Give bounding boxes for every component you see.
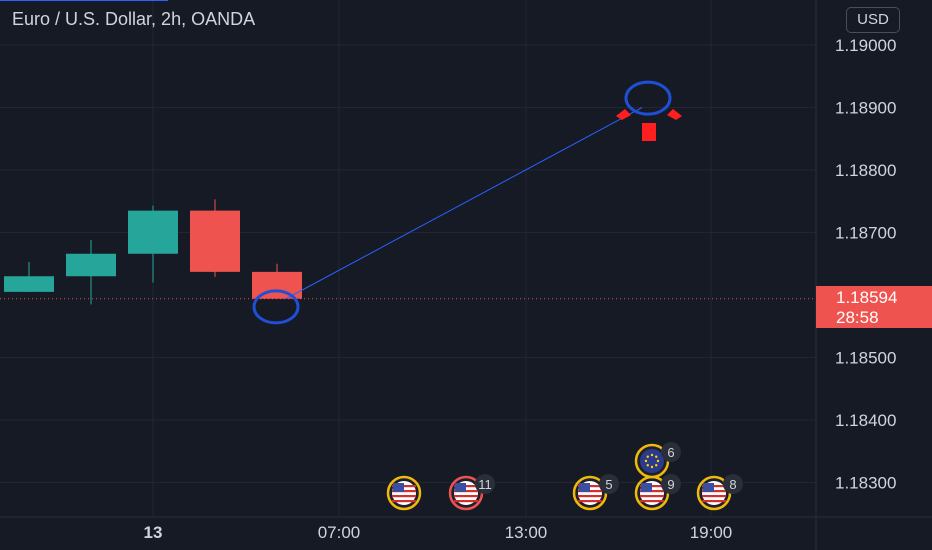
current-price-label: 1.18594 [836,288,898,307]
us-flag-stripe [702,500,726,503]
y-tick-label: 1.18700 [835,224,896,243]
y-tick-label: 1.18300 [835,474,896,493]
us-flag-stripe [702,495,726,498]
event-count-label: 5 [605,477,612,492]
us-flag-stripe [454,500,478,503]
arrow-right-wing [667,109,682,120]
us-flag-stripe [392,495,416,498]
us-flag-stripe [578,500,602,503]
circle-marker[interactable] [624,80,672,116]
candles-group [4,199,302,305]
symbol-title[interactable]: Euro / U.S. Dollar, 2h, OANDA [12,9,256,29]
event-count-label: 8 [729,477,736,492]
y-tick-label: 1.19000 [835,36,896,55]
eu-star [656,459,660,463]
eu-star [655,464,658,467]
grid-lines [0,0,816,517]
eu-star [650,465,654,469]
event-count-bg [599,474,619,494]
x-tick-label: 13 [144,523,163,542]
us-event-marker[interactable] [386,475,422,511]
candle-body [190,210,240,272]
us-event-marker[interactable]: 8 [696,474,743,511]
us-event-marker[interactable]: 5 [572,474,619,511]
candle-body [128,210,178,254]
y-tick-label: 1.18900 [835,99,896,118]
us-flag-canton [703,483,714,492]
us-flag-stripe [640,495,664,498]
event-count-bg [723,474,743,494]
eu-star [644,459,648,463]
event-count-bg [661,474,681,494]
trend-line[interactable] [285,107,643,300]
event-count-label: 11 [478,477,492,492]
annotations-group[interactable] [252,80,682,325]
circle-marker[interactable] [252,289,300,325]
eu-star [646,464,649,467]
us-flag-stripe [578,495,602,498]
arrow-down-marker[interactable] [642,123,656,141]
us-flag-canton [455,483,466,492]
us-flag-stripe [392,500,416,503]
candle-body [4,276,54,292]
x-tick-label: 19:00 [690,523,733,542]
eu-star [646,455,649,458]
eu-flag-icon [640,449,664,473]
time-axis[interactable]: 13 07:00 13:00 19:00 [144,523,733,542]
event-count-bg [661,442,681,462]
candle-body [66,253,116,277]
arrow-left-wing [616,109,631,120]
event-count-bg [475,474,495,494]
y-tick-label: 1.18500 [835,349,896,368]
us-flag-stripe [454,495,478,498]
eu-star [655,455,658,458]
y-tick-label: 1.18400 [835,411,896,430]
us-flag-canton [579,483,590,492]
eu-star [650,453,654,457]
event-count-label: 9 [667,477,674,492]
events-group[interactable]: 11 5 9 6 8 [386,442,743,511]
y-tick-label: 1.18800 [835,161,896,180]
us-flag-stripe [640,500,664,503]
price-axis[interactable]: 1.19000 1.18900 1.18800 1.18700 1.18500 1.184… [835,36,896,493]
us-flag-canton [641,483,652,492]
x-tick-label: 13:00 [505,523,548,542]
current-price-tag: 1.18594 28:58 [816,286,932,328]
currency-button[interactable]: USD [846,7,900,33]
eu-event-marker[interactable]: 6 [634,442,681,479]
event-count-label: 6 [667,445,674,460]
bar-countdown-label: 28:58 [836,308,879,327]
x-tick-label: 07:00 [318,523,361,542]
us-flag-canton [393,483,404,492]
us-event-marker[interactable]: 11 [448,474,495,511]
us-event-marker[interactable]: 9 [634,474,681,511]
